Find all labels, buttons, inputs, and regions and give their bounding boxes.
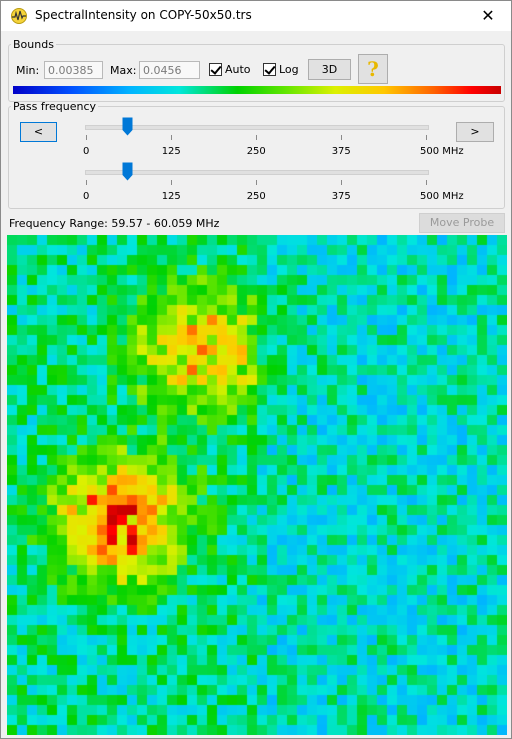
slider-2-tick bbox=[86, 180, 87, 185]
slider-2-tick bbox=[341, 180, 342, 185]
pass-frequency-legend: Pass frequency bbox=[13, 100, 97, 113]
pass-frequency-group: Pass frequency bbox=[8, 100, 505, 209]
slider-2-tick-label: 375 bbox=[331, 191, 351, 202]
window-title: SpectralIntensity on COPY-50x50.trs bbox=[35, 8, 252, 22]
frequency-range-label: Frequency Range: 59.57 - 60.059 MHz bbox=[9, 217, 220, 230]
help-button[interactable]: ? bbox=[358, 54, 388, 84]
slider-1-tick bbox=[426, 135, 427, 140]
slider-1-tick bbox=[256, 135, 257, 140]
slider-2-tick bbox=[171, 180, 172, 185]
slider-2-track bbox=[85, 170, 429, 175]
spectral-intensity-heatmap[interactable] bbox=[7, 235, 507, 735]
slider-1-tick bbox=[341, 135, 342, 140]
bounds-legend: Bounds bbox=[13, 38, 54, 51]
slider-1-track bbox=[85, 125, 429, 130]
slider-2-tick-label: 500 MHz bbox=[420, 191, 464, 202]
slider-1-tick bbox=[171, 135, 172, 140]
auto-checkbox[interactable] bbox=[209, 63, 222, 76]
help-icon: ? bbox=[367, 57, 379, 81]
slider-1-tick-label: 0 bbox=[83, 146, 90, 157]
slider-2-tick-label: 0 bbox=[83, 191, 90, 202]
next-frequency-button[interactable]: > bbox=[456, 122, 494, 142]
slider-2-thumb[interactable] bbox=[122, 162, 133, 181]
slider-1-tick-label: 500 MHz bbox=[420, 146, 464, 157]
slider-1-tick-label: 250 bbox=[246, 146, 266, 157]
auto-label: Auto bbox=[225, 63, 251, 76]
max-label: Max: bbox=[110, 64, 137, 77]
min-field[interactable]: 0.00385 bbox=[44, 61, 103, 79]
log-label: Log bbox=[279, 63, 299, 76]
min-label: Min: bbox=[16, 64, 40, 77]
three-d-button[interactable]: 3D bbox=[308, 59, 351, 80]
slider-2-tick-label: 250 bbox=[246, 191, 266, 202]
slider-2-tick bbox=[426, 180, 427, 185]
slider-1-tick bbox=[86, 135, 87, 140]
bounds-group: Bounds bbox=[8, 38, 505, 102]
title-bar[interactable]: SpectralIntensity on COPY-50x50.trs ✕ bbox=[1, 1, 511, 31]
slider-1-tick-label: 375 bbox=[331, 146, 351, 157]
move-probe-button[interactable]: Move Probe bbox=[419, 213, 505, 233]
previous-frequency-button[interactable]: < bbox=[20, 122, 57, 142]
log-checkbox[interactable] bbox=[263, 63, 276, 76]
max-field[interactable]: 0.0456 bbox=[139, 61, 200, 79]
close-button[interactable]: ✕ bbox=[481, 6, 495, 25]
slider-2-tick-label: 125 bbox=[161, 191, 181, 202]
slider-1-tick-label: 125 bbox=[161, 146, 181, 157]
slider-2-tick bbox=[256, 180, 257, 185]
color-scale-bar bbox=[13, 86, 501, 94]
spectrum-icon bbox=[11, 8, 27, 24]
slider-1-thumb[interactable] bbox=[122, 117, 133, 136]
